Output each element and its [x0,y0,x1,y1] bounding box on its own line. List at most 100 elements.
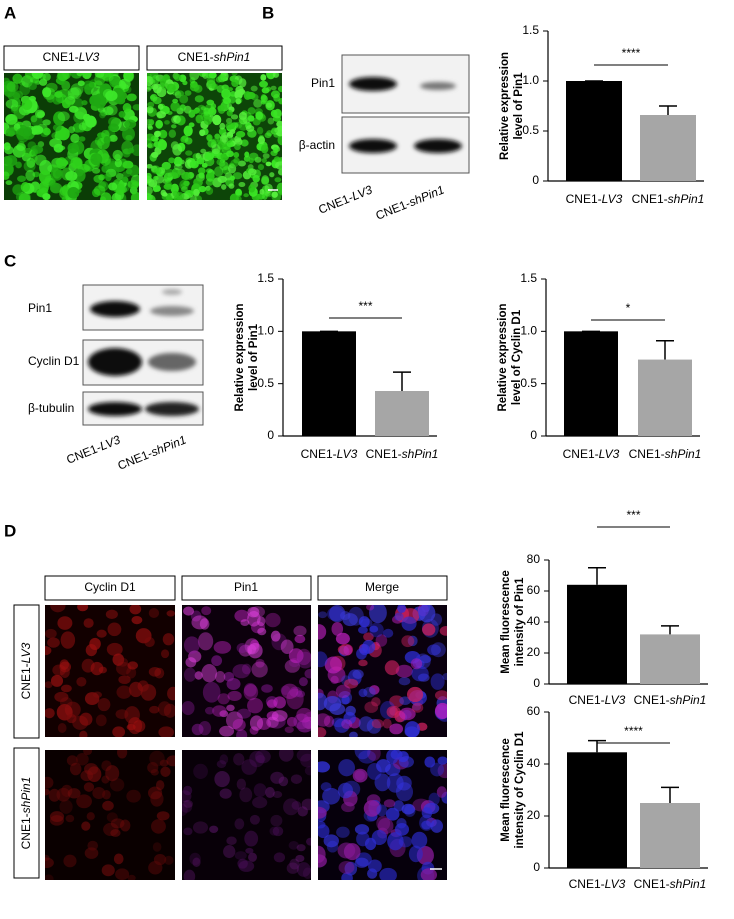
cell [371,697,381,707]
cell [184,137,193,145]
cell [398,677,411,686]
cell [253,99,263,108]
cell [45,874,54,880]
cell [30,115,38,123]
cell [79,712,93,726]
cell [4,161,14,175]
cell [102,789,111,800]
cell [216,158,224,166]
cell [358,716,374,732]
cell [273,146,279,154]
cell [265,612,281,628]
cell [50,674,64,687]
cell [50,605,66,613]
cell [31,149,38,157]
y-axis-title-line: Relative expression [234,303,246,411]
cell [352,669,364,679]
cell [25,169,36,182]
cell [115,172,124,180]
cell [148,667,162,677]
cell [132,104,139,111]
cell [87,840,99,851]
cell [70,133,80,143]
cells [45,605,175,737]
micrograph [182,750,311,880]
micrograph [45,750,175,880]
cell [21,99,33,110]
header-box [181,575,312,601]
x-tick-label: CNE1-shPin1 [632,192,705,206]
cell [112,149,123,161]
cell [205,168,213,174]
cell [252,796,268,809]
cell [434,702,447,719]
cell [148,860,163,875]
cell [318,761,331,773]
cell [5,127,16,137]
x-tick-label: CNE1-shPin1 [366,447,439,461]
cell [261,158,267,164]
micrograph-bg [182,750,311,880]
cell [219,710,229,718]
cell [116,685,132,699]
cell [198,172,205,179]
micrograph [318,605,447,737]
cell [234,609,250,622]
cell [126,93,137,102]
cell [318,651,328,668]
cell [354,750,371,760]
cell [63,854,77,868]
panel-label: A [4,3,16,22]
cell [338,861,355,874]
cell [182,803,188,816]
cell [336,826,350,838]
cell [318,820,326,829]
cell [81,821,91,831]
cell [194,671,203,680]
cell [151,819,166,834]
blot-label: Pin1 [311,76,335,90]
cell [318,611,328,619]
cell [354,824,370,835]
cell [196,157,205,165]
cell [70,156,83,169]
cell [163,703,175,718]
cell [273,852,286,863]
significance-label: **** [622,46,641,60]
cell [147,163,153,169]
cell [364,701,379,713]
cell [221,88,231,100]
cell [166,610,175,617]
cell [366,605,375,611]
cell [212,114,222,126]
cell [217,74,227,83]
cell [296,707,311,723]
cell [172,144,183,156]
cell [222,97,232,105]
lane-label: CNE1-shPin1 [116,433,189,473]
cell [205,706,215,715]
cell [236,729,248,737]
lane-label: CNE1-shPin1 [374,183,447,223]
cell [387,832,404,851]
y-axis-title: Mean fluorescence intensity of Cyclin D1 [500,731,526,849]
cell [45,788,50,796]
cells [45,750,175,880]
bar [567,584,627,684]
cell [269,826,280,836]
cell [122,102,132,113]
cell [193,177,203,188]
cell [382,628,394,638]
lane-label: CNE1-LV3 [316,183,374,217]
cell [39,169,52,184]
cell [98,174,105,181]
bar [640,803,700,868]
cell [343,711,356,725]
cell [427,644,441,656]
cell [52,124,62,132]
column-header: CNE1-shPin1 [178,50,251,64]
cell [383,799,396,808]
cell [281,683,299,699]
cell [232,664,251,679]
cell [59,186,71,200]
